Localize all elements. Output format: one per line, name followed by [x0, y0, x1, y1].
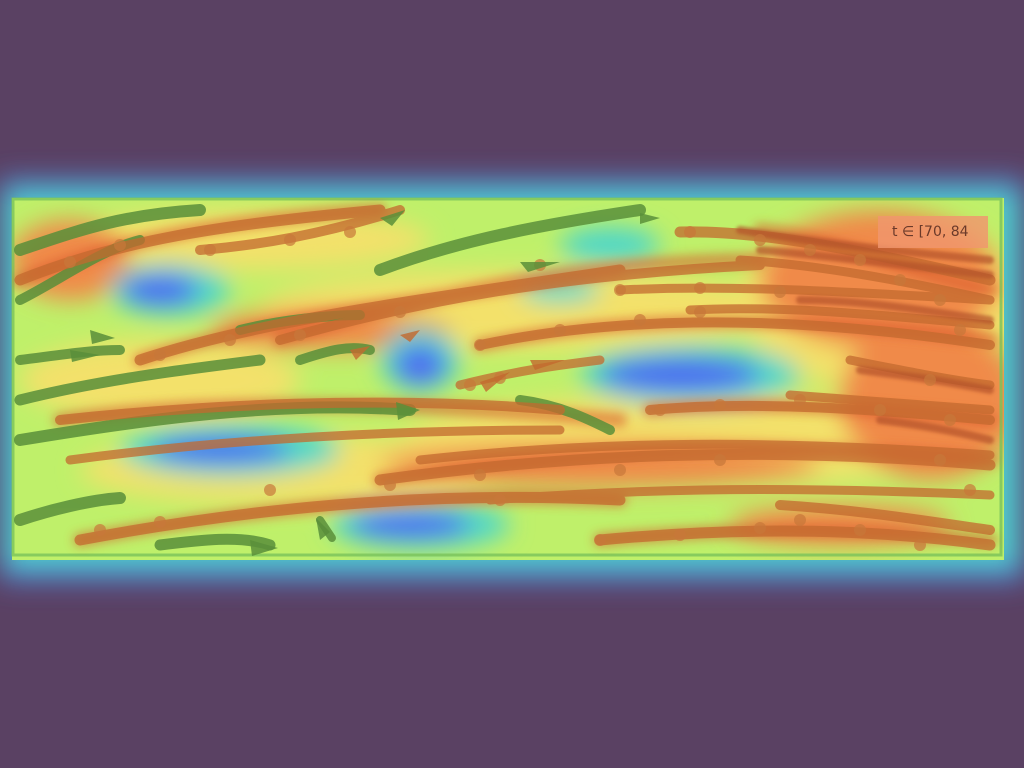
time-window-label: t ∈ [70, 84 [878, 216, 988, 248]
